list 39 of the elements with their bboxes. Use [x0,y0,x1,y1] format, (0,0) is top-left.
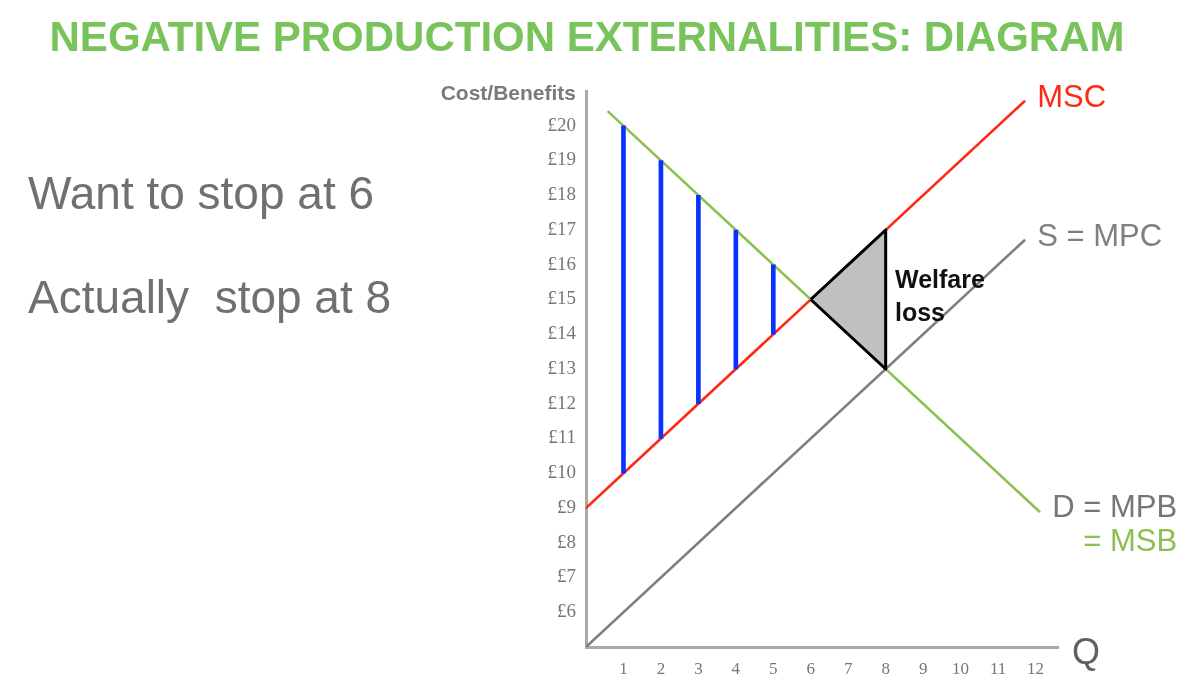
x-axis-title: Q [1072,631,1101,672]
bar [696,194,701,405]
chart-title: NEGATIVE PRODUCTION EXTERNALITIES: DIAGRAM [48,12,1126,62]
x-tick-label: 2 [656,658,666,676]
y-tick-label: £7 [557,565,576,587]
bar [621,125,626,474]
y-tick-label: £13 [547,356,576,378]
bar [770,264,776,335]
y-tick-label: £6 [557,600,576,622]
y-axis-title: Cost/Benefits [440,80,576,104]
y-tick-label: £19 [547,148,576,170]
x-tick-label: 12 [1027,658,1045,676]
x-tick-label: 6 [806,658,816,676]
y-tick-label: £16 [547,252,576,274]
text: Want to stop at 6 [28,166,375,220]
y-tick-label: £14 [547,322,577,344]
x-tick-label: 9 [918,658,928,676]
y-tick-label: £10 [547,461,576,483]
x-tick-label: 10 [952,658,970,676]
y-tick-label: £17 [547,217,576,239]
x-tick-label: 7 [843,658,853,676]
y-tick-label: £9 [557,495,576,517]
y-tick-label: £15 [547,287,576,309]
series-label: D = MPB = MSB [1052,489,1178,559]
series-label: S = MPC [1037,217,1163,253]
annotation: Welfare loss [895,264,985,328]
y-tick-label: £12 [547,391,576,413]
y-tick-label: £18 [547,183,576,205]
x-tick-label: 11 [989,658,1007,676]
text: Actually stop at 8 [28,270,392,324]
x-tick-label: 5 [769,658,778,676]
y-tick-label: £11 [548,426,576,448]
x-tick-label: 3 [694,658,703,676]
y-tick-label: £20 [547,113,576,135]
y-tick-label: £8 [557,530,576,552]
x-tick-label: 4 [731,658,741,676]
series-label: MSC [1037,78,1107,114]
x-tick-label: 1 [619,658,628,676]
x-tick-label: 8 [881,658,890,676]
